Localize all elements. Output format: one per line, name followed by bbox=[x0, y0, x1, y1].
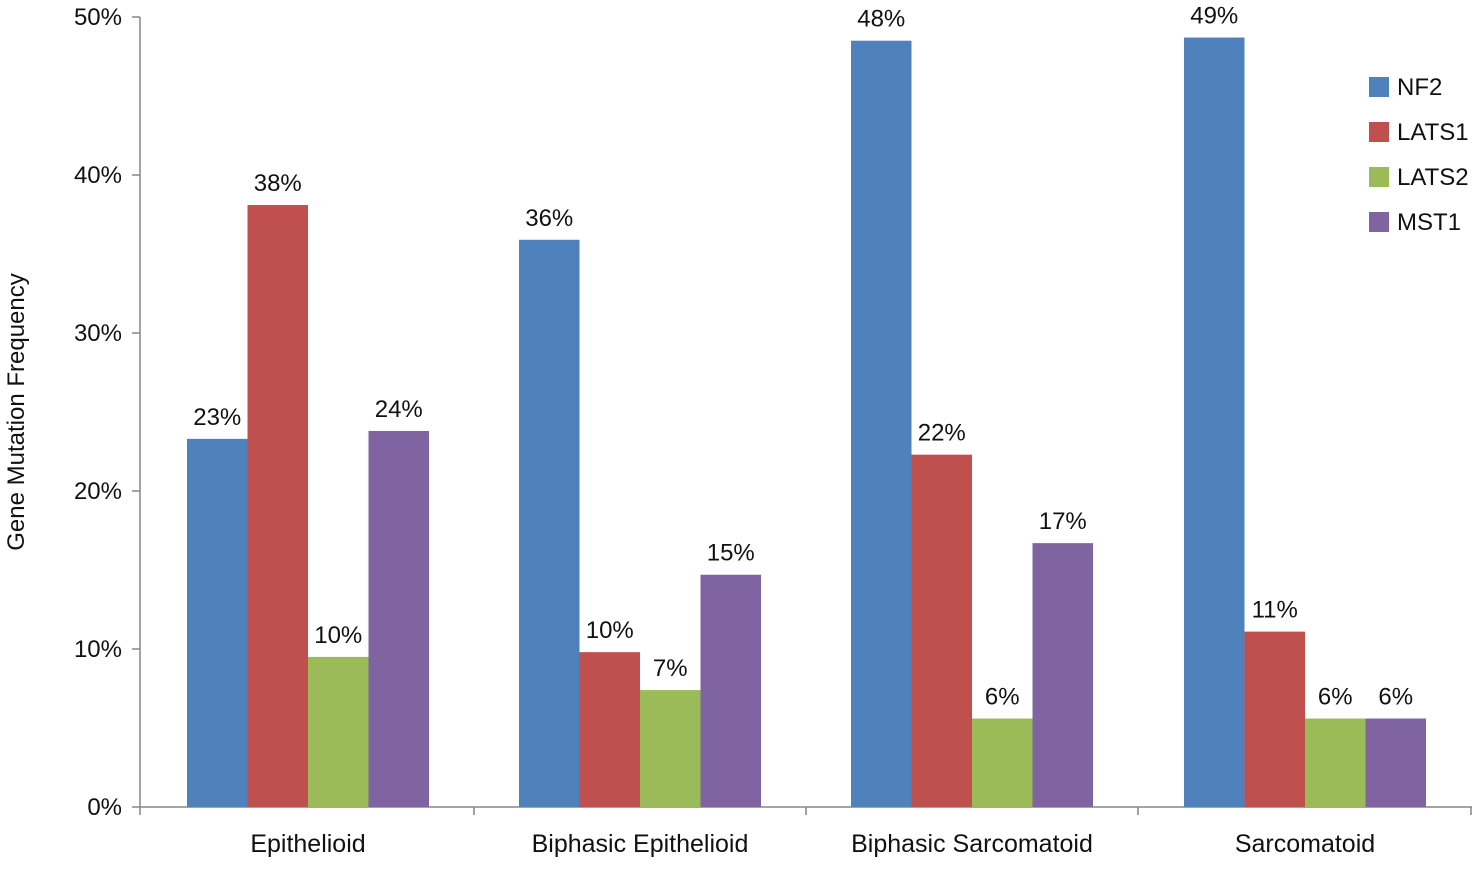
data-label-mst1-epithelioid: 24% bbox=[375, 396, 423, 423]
bar-lats1-biphasic-sarcomatoid bbox=[911, 454, 972, 807]
data-label-mst1-biphasic-sarcomatoid: 17% bbox=[1039, 508, 1087, 535]
bar-nf2-sarcomatoid bbox=[1184, 37, 1245, 808]
y-tick-label: 0% bbox=[87, 794, 122, 821]
bar-mst1-epithelioid bbox=[368, 430, 429, 807]
x-category-label-sarcomatoid: Sarcomatoid bbox=[1235, 830, 1375, 858]
legend-label-mst1: MST1 bbox=[1397, 209, 1461, 236]
y-tick-label: 20% bbox=[74, 478, 122, 505]
bar-lats2-sarcomatoid bbox=[1305, 718, 1366, 807]
bar-lats2-biphasic-epithelioid bbox=[640, 690, 701, 807]
legend-swatch-lats1 bbox=[1369, 122, 1389, 142]
x-category-label-biphasic-epithelioid: Biphasic Epithelioid bbox=[532, 830, 749, 858]
data-label-lats1-biphasic-epithelioid: 10% bbox=[586, 617, 634, 644]
axes: 0% 10% 20% 30% 40% 50% Epithelioid Biphasic Epi… bbox=[74, 4, 1472, 858]
y-tick-label: 40% bbox=[74, 162, 122, 189]
bar-lats2-epithelioid bbox=[308, 656, 369, 807]
x-category-label-epithelioid: Epithelioid bbox=[250, 830, 365, 858]
y-axis-title: Gene Mutation Frequency bbox=[3, 273, 30, 551]
y-tick-label: 30% bbox=[74, 320, 122, 347]
bar-mst1-sarcomatoid bbox=[1365, 718, 1426, 807]
data-label-lats2-biphasic-sarcomatoid: 6% bbox=[985, 684, 1020, 711]
legend-label-lats2: LATS2 bbox=[1397, 164, 1469, 191]
x-category-label-biphasic-sarcomatoid: Biphasic Sarcomatoid bbox=[851, 830, 1093, 858]
data-label-nf2-sarcomatoid: 49% bbox=[1190, 3, 1238, 30]
legend-swatch-nf2 bbox=[1369, 77, 1389, 97]
data-label-lats1-epithelioid: 38% bbox=[254, 170, 302, 197]
data-label-mst1-biphasic-epithelioid: 15% bbox=[707, 540, 755, 567]
data-label-nf2-biphasic-epithelioid: 36% bbox=[525, 205, 573, 232]
bar-nf2-biphasic-sarcomatoid bbox=[851, 40, 912, 807]
data-label-nf2-biphasic-sarcomatoid: 48% bbox=[857, 6, 905, 33]
data-labels: 23% 36% 48% 49% 38% 10% 22% 11% 10% 7% 6% 6% 24% 15% 1… bbox=[193, 3, 1413, 711]
data-label-mst1-sarcomatoid: 6% bbox=[1378, 684, 1413, 711]
legend: NF2 LATS1 LATS2 MST1 bbox=[1369, 74, 1469, 236]
data-label-nf2-epithelioid: 23% bbox=[193, 404, 241, 431]
data-label-lats2-sarcomatoid: 6% bbox=[1318, 684, 1353, 711]
data-label-lats2-biphasic-epithelioid: 7% bbox=[653, 655, 688, 682]
bar-nf2-epithelioid bbox=[187, 438, 248, 807]
data-label-lats2-epithelioid: 10% bbox=[314, 622, 362, 649]
bar-mst1-biphasic-epithelioid bbox=[700, 574, 761, 807]
data-label-lats1-biphasic-sarcomatoid: 22% bbox=[918, 420, 966, 447]
legend-swatch-mst1 bbox=[1369, 212, 1389, 232]
bar-lats1-sarcomatoid bbox=[1244, 631, 1305, 807]
legend-label-nf2: NF2 bbox=[1397, 74, 1442, 101]
bar-mst1-biphasic-sarcomatoid bbox=[1032, 543, 1093, 807]
bar-lats2-biphasic-sarcomatoid bbox=[972, 718, 1033, 807]
bar-lats1-biphasic-epithelioid bbox=[579, 652, 640, 807]
bar-nf2-biphasic-epithelioid bbox=[519, 239, 580, 807]
y-tick-label: 50% bbox=[74, 4, 122, 31]
legend-swatch-lats2 bbox=[1369, 167, 1389, 187]
bars bbox=[187, 37, 1426, 808]
bar-lats1-epithelioid bbox=[247, 205, 308, 807]
y-tick-label: 10% bbox=[74, 636, 122, 663]
legend-label-lats1: LATS1 bbox=[1397, 119, 1469, 146]
data-label-lats1-sarcomatoid: 11% bbox=[1252, 597, 1298, 624]
